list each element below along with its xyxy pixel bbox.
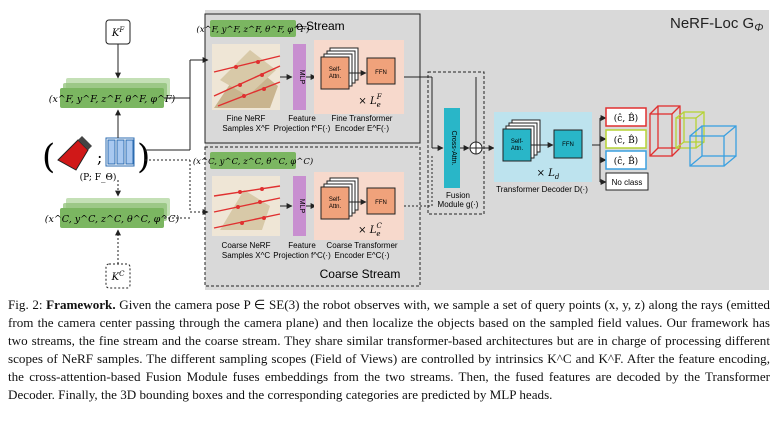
svg-text:(ĉ, B̂): (ĉ, B̂) [614,155,638,167]
coarse-encoder-label: Coarse Transformer [326,241,397,250]
fine-encoder-label: Fine Transformer [332,114,393,123]
coarse-samples-label: Coarse NeRF [222,241,271,250]
fusion-module-label-2: Module g(·) [438,200,479,209]
svg-text:(P; F_Θ): (P; F_Θ) [80,172,117,183]
camera-tuple: ( ; ) (P; F_Θ) [42,136,150,183]
svg-text:× Ld: × Ld [537,168,560,181]
svg-text:): ) [137,137,150,177]
svg-text:× LeF: × LeF [358,93,382,109]
coarse-ray-params-chip: (x^C, y^C, z^C, θ^C, φ^C) [193,152,313,169]
svg-text:Attn.: Attn. [329,74,342,80]
caption-text: Given the camera pose P ∈ SE(3) the robo… [8,297,770,402]
caption-bold: Framework. [46,297,116,312]
coarse-ray-params-stack: (x^C, y^C, z^C, θ^C, φ^C) [45,198,180,228]
svg-text:(x^F, y^F, z^F, θ^F, φ^F): (x^F, y^F, z^F, θ^F, φ^F) [196,24,309,35]
fine-encoder-block: Self- Attn. FFN × LeF [314,40,404,114]
cross-attention-block [444,108,460,188]
svg-text:Self-: Self- [329,67,341,73]
fine-nerf-samples-image [212,44,281,110]
svg-text:Self-: Self- [511,139,523,145]
svg-text:(: ( [42,137,55,177]
no-class-box [605,172,649,191]
fine-projection-label: Feature [288,114,316,123]
svg-text:;: ; [97,148,102,167]
output-box-green [605,129,647,149]
svg-text:Cross-Attn.: Cross-Attn. [450,130,457,165]
transformer-decoder-block: Self- Attn. FFN × Ld [494,112,592,182]
fine-stream-box [204,13,421,144]
fine-ray-params-chip: (x^F, y^F, z^F, θ^F, φ^F) [196,20,310,37]
coarse-encoder-label-2: Encoder E^C(·) [335,251,390,260]
svg-text:Self-: Self- [329,197,341,203]
nerf-loc-title: NeRF-Loc GΦ [670,15,763,34]
fusion-module-box [427,71,485,215]
svg-text:FFN: FFN [562,142,574,148]
fine-samples-label: Fine NeRF [227,114,266,123]
svg-text:MLP: MLP [298,70,305,85]
fine-encoder-label-2: Encoder E^F(·) [335,124,389,133]
coarse-stream-box [204,146,421,287]
caption-label: Fig. 2: [8,297,43,312]
output-box-blue [605,150,647,170]
svg-text:(x^C, y^C, z^C, θ^C, φ^C): (x^C, y^C, z^C, θ^C, φ^C) [45,214,180,225]
figure-caption: Fig. 2: Framework. Given the camera pose… [8,296,770,404]
coarse-encoder-block: Self- Attn. FFN × LeC [314,172,404,240]
coarse-mlp-block [293,176,306,236]
fine-mlp-block [293,44,306,110]
coarse-projection-label: Feature [288,241,316,250]
svg-text:(x^F, y^F, z^F, θ^F, φ^F): (x^F, y^F, z^F, θ^F, φ^F) [49,94,176,105]
framework-figure: NeRF-Loc GΦ Fine Stream Coarse Stream KF… [42,10,769,290]
coarse-projection-label-2: Projection f^C(·) [273,251,331,260]
3d-bounding-boxes [649,105,737,167]
fine-projection-label-2: Projection f^F(·) [274,124,331,133]
svg-text:(x^C, y^C, z^C, θ^C, φ^C): (x^C, y^C, z^C, θ^C, φ^C) [193,156,313,167]
svg-text:No class: No class [612,178,643,187]
svg-text:FFN: FFN [375,200,387,206]
svg-text:× LeC: × LeC [358,222,382,238]
svg-text:FFN: FFN [375,70,387,76]
coarse-nerf-samples-image [212,176,281,236]
fine-ray-params-stack: (x^F, y^F, z^F, θ^F, φ^F) [49,78,176,108]
svg-text:Attn.: Attn. [511,146,524,152]
coarse-stream-label: Coarse Stream [320,267,401,281]
output-box-red [605,107,647,127]
fusion-module-label: Fusion [446,191,470,200]
coarse-samples-label-2: Samples X^C [222,251,270,260]
svg-text:(ĉ, B̂): (ĉ, B̂) [614,112,638,124]
svg-text:MLP: MLP [298,199,305,214]
svg-text:(ĉ, B̂): (ĉ, B̂) [614,134,638,146]
svg-text:Attn.: Attn. [329,204,342,210]
decoder-label: Transformer Decoder D(·) [496,185,588,194]
fine-samples-label-2: Samples X^F [222,124,269,133]
